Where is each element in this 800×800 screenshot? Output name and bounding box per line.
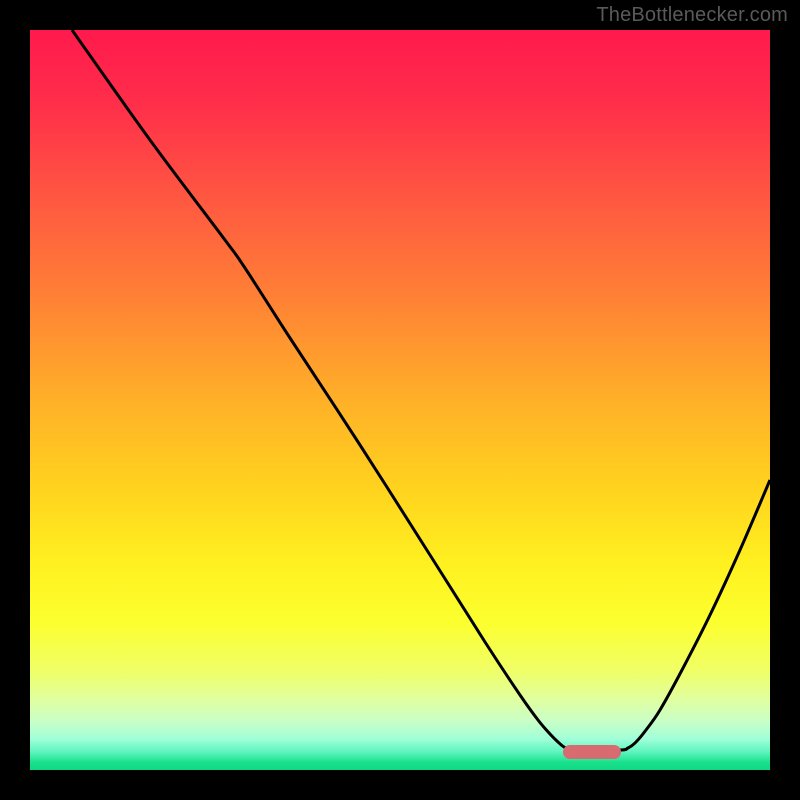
chart-plot-area bbox=[30, 30, 770, 770]
bottleneck-chart bbox=[30, 30, 770, 770]
optimal-marker bbox=[563, 745, 621, 759]
watermark-text: TheBottlenecker.com bbox=[596, 4, 788, 27]
gradient-background bbox=[30, 30, 770, 770]
